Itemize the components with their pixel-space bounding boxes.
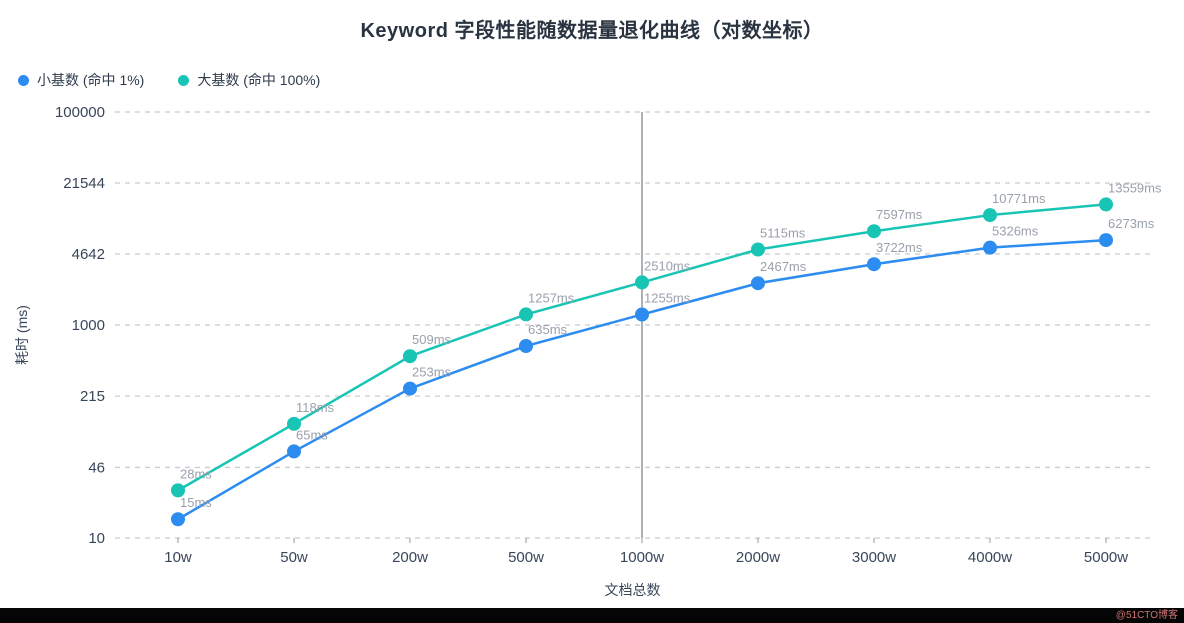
y-axis-title: 耗时 (ms) bbox=[14, 305, 30, 365]
data-point-label: 509ms bbox=[412, 332, 452, 347]
y-tick-label: 46 bbox=[88, 459, 105, 476]
x-tick-label: 1000w bbox=[620, 549, 664, 566]
x-tick-label: 5000w bbox=[1084, 549, 1128, 566]
chart-title: Keyword 字段性能随数据量退化曲线（对数坐标） bbox=[360, 20, 824, 42]
data-point[interactable] bbox=[171, 512, 185, 527]
watermark-text: @51CTO博客 bbox=[1115, 610, 1178, 621]
data-point[interactable] bbox=[867, 257, 881, 272]
data-point[interactable] bbox=[519, 339, 533, 354]
data-point[interactable] bbox=[287, 416, 301, 431]
y-tick-label: 215 bbox=[80, 388, 105, 405]
data-point-label: 5115ms bbox=[760, 226, 806, 241]
x-tick-label: 50w bbox=[280, 549, 308, 566]
data-point[interactable] bbox=[867, 224, 881, 239]
x-tick-label: 4000w bbox=[968, 549, 1012, 566]
data-point-label: 635ms bbox=[528, 322, 568, 337]
data-point[interactable] bbox=[403, 349, 417, 364]
data-point-label: 1255ms bbox=[644, 290, 691, 305]
y-tick-label: 10 bbox=[88, 530, 105, 547]
data-point-label: 6273ms bbox=[1108, 216, 1155, 231]
x-tick-label: 10w bbox=[164, 549, 192, 566]
data-point[interactable] bbox=[635, 307, 649, 322]
legend-item-large-cardinality[interactable]: 大基数 (命中 100%) bbox=[178, 70, 320, 90]
x-tick-label: 200w bbox=[392, 549, 428, 566]
y-tick-label: 100000 bbox=[55, 104, 105, 121]
x-tick-label: 3000w bbox=[852, 549, 896, 566]
data-point-label: 15ms bbox=[180, 495, 212, 510]
y-tick-label: 4642 bbox=[72, 246, 105, 263]
data-point-label: 13559ms bbox=[1108, 180, 1162, 195]
legend-label: 小基数 (命中 1%) bbox=[37, 72, 145, 88]
data-point[interactable] bbox=[635, 275, 649, 290]
data-point[interactable] bbox=[1099, 197, 1113, 212]
y-tick-label: 21544 bbox=[63, 175, 105, 192]
data-point-label: 253ms bbox=[412, 365, 452, 380]
data-point-label: 2467ms bbox=[760, 259, 807, 274]
x-tick-label: 500w bbox=[508, 549, 544, 566]
x-axis-title: 文档总数 bbox=[604, 582, 661, 598]
data-point-label: 2510ms bbox=[644, 258, 691, 273]
data-point-label: 28ms bbox=[180, 466, 212, 481]
legend-label: 大基数 (命中 100%) bbox=[197, 72, 321, 88]
data-point[interactable] bbox=[287, 444, 301, 459]
x-tick-label: 2000w bbox=[736, 549, 780, 566]
data-point-label: 1257ms bbox=[528, 290, 575, 305]
data-point[interactable] bbox=[751, 276, 765, 291]
data-point-label: 3722ms bbox=[876, 240, 923, 255]
data-point-label: 10771ms bbox=[992, 191, 1046, 206]
data-point[interactable] bbox=[983, 208, 997, 223]
data-point[interactable] bbox=[751, 242, 765, 257]
legend-dot-teal-icon bbox=[178, 74, 190, 86]
data-point[interactable] bbox=[983, 240, 997, 255]
data-point-label: 118ms bbox=[296, 400, 335, 415]
data-point[interactable] bbox=[519, 307, 533, 322]
data-point-label: 5326ms bbox=[992, 224, 1039, 239]
legend-dot-blue-icon bbox=[18, 74, 29, 86]
watermark-bar: @51CTO博客 bbox=[0, 608, 1184, 623]
data-point-label: 7597ms bbox=[876, 207, 923, 222]
legend: 小基数 (命中 1%) 大基数 (命中 100%) bbox=[18, 70, 320, 90]
data-point[interactable] bbox=[171, 483, 185, 498]
legend-item-small-cardinality[interactable]: 小基数 (命中 1%) bbox=[18, 70, 144, 90]
plot-area: 10 46 215 1000 4642 21544 100000 10w 50w 200w 500w… bbox=[55, 104, 1162, 566]
data-point[interactable] bbox=[1099, 233, 1113, 248]
y-tick-label: 1000 bbox=[72, 317, 105, 334]
data-point-label: 65ms bbox=[296, 427, 328, 442]
data-point[interactable] bbox=[403, 381, 417, 396]
